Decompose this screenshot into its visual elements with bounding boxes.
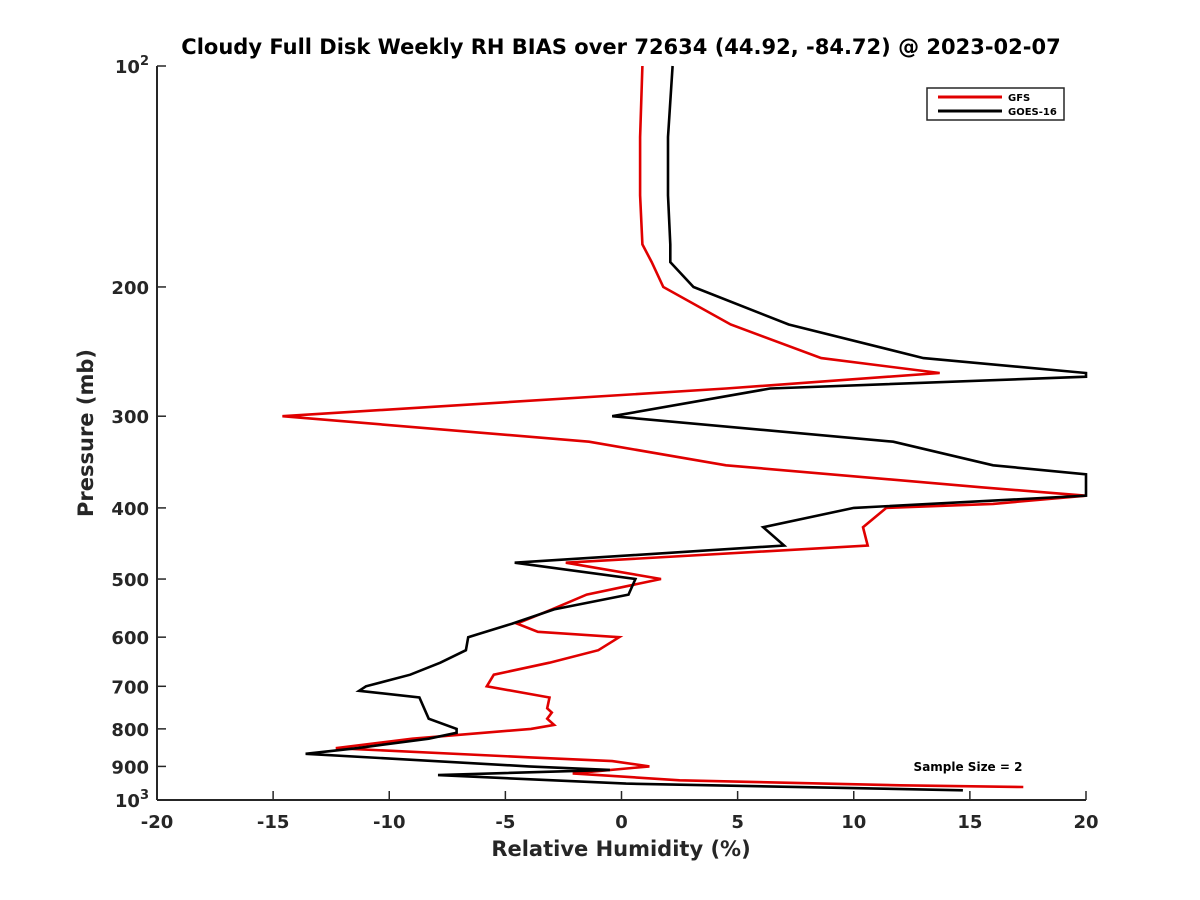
y-tick-label: 500: [111, 570, 149, 591]
x-tick-label: -20: [141, 812, 174, 833]
x-tick-label: 10: [841, 812, 866, 833]
x-tick-label: -15: [257, 812, 290, 833]
y-tick-label: 103: [115, 788, 149, 812]
x-tick-label: 20: [1073, 812, 1098, 833]
y-tick-label: 700: [111, 677, 149, 698]
x-ticks: -20 -15 -10 -5 0 5 10 15 20: [141, 791, 1099, 833]
legend-label-gfs: GFS: [1008, 93, 1030, 104]
y-tick-label: 200: [111, 278, 149, 299]
series-line-gfs: [282, 65, 1087, 789]
y-tick-label: 102: [115, 54, 149, 78]
series-layer: [282, 65, 1088, 792]
y-axis-label: Pressure (mb): [74, 349, 98, 517]
x-axis-label: Relative Humidity (%): [491, 837, 750, 861]
plot-area: -20 -15 -10 -5 0 5 10 15 20 102 200 300 400 500 600 70…: [111, 54, 1098, 833]
y-tick-label: 400: [111, 499, 149, 520]
y-ticks: 102 200 300 400 500 600 700 800 900 103: [111, 54, 166, 812]
y-tick-label: 600: [111, 628, 149, 649]
legend: GFS GOES-16: [926, 87, 1065, 121]
chart-title: Cloudy Full Disk Weekly RH BIAS over 726…: [181, 35, 1060, 59]
legend-box: [926, 87, 1065, 121]
series-line-goes16: [305, 65, 1088, 792]
y-tick-label: 300: [111, 407, 149, 428]
x-tick-label: 0: [615, 812, 628, 833]
y-tick-label: 900: [111, 757, 149, 778]
x-tick-label: 15: [957, 812, 982, 833]
x-tick-label: 5: [731, 812, 744, 833]
x-tick-label: -10: [373, 812, 406, 833]
y-tick-label: 800: [111, 720, 149, 741]
legend-label-goes16: GOES-16: [1008, 107, 1057, 118]
sample-size-annotation: Sample Size = 2: [914, 760, 1023, 774]
x-tick-label: -5: [495, 812, 515, 833]
